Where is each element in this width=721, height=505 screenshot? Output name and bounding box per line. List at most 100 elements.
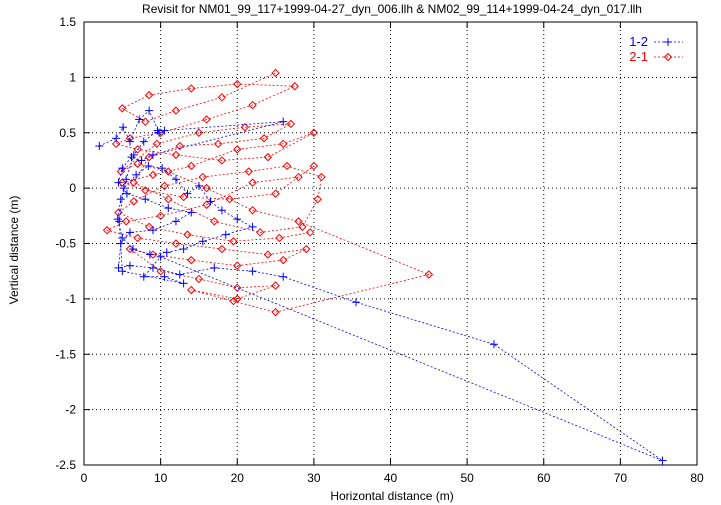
data-point (233, 79, 242, 89)
data-point (156, 266, 165, 276)
data-point (121, 217, 131, 226)
data-point (125, 244, 135, 254)
grid-lines (84, 22, 697, 465)
data-point (179, 279, 188, 288)
data-point (137, 156, 146, 165)
x-tick-label: 60 (537, 471, 551, 485)
data-point (122, 175, 131, 184)
data-point (309, 128, 319, 137)
data-point (221, 230, 230, 239)
data-point (118, 267, 127, 276)
data-point (141, 186, 150, 195)
data-point (290, 82, 299, 91)
data-point (144, 90, 154, 100)
data-point (424, 270, 434, 279)
x-tick-label: 30 (307, 471, 321, 485)
data-point (119, 123, 128, 132)
x-axis-title: Horizontal distance (m) (330, 489, 453, 503)
data-point (141, 117, 150, 126)
data-point (127, 153, 136, 162)
data-point (217, 93, 227, 102)
data-point (114, 263, 123, 272)
data-point (148, 150, 157, 159)
data-point (202, 200, 211, 209)
data-point (233, 294, 242, 304)
data-point (248, 178, 257, 187)
y-tick-label: -2 (65, 403, 76, 417)
data-point (286, 119, 296, 129)
x-tick-label: 10 (154, 471, 168, 485)
data-point (160, 181, 169, 191)
data-point (125, 261, 134, 270)
data-point (305, 228, 315, 237)
data-point (129, 178, 139, 187)
data-point (145, 250, 154, 259)
data-point (240, 123, 250, 132)
data-point (113, 215, 122, 224)
data-point (141, 195, 150, 204)
data-point (125, 137, 134, 146)
data-point (148, 250, 158, 259)
data-point (202, 115, 211, 124)
data-point (206, 197, 215, 206)
legend-label: 1-2 (629, 34, 648, 49)
y-tick-label: 1.5 (59, 15, 76, 29)
y-tick-label: -2.5 (55, 458, 76, 472)
data-point (132, 170, 141, 179)
data-point (171, 239, 181, 248)
y-tick-label: 0 (69, 181, 76, 195)
y-tick-label: 0.5 (59, 126, 76, 140)
y-tick-label: -1 (65, 292, 76, 306)
data-point (164, 194, 173, 204)
data-point (248, 100, 257, 110)
data-point (279, 272, 288, 281)
data-point (129, 150, 138, 159)
data-point (282, 161, 292, 171)
data-point (160, 272, 169, 281)
data-point (248, 206, 257, 215)
data-point (217, 156, 227, 165)
data-point (111, 139, 121, 149)
data-point (279, 139, 288, 149)
data-point (294, 172, 303, 182)
data-point (171, 106, 181, 115)
data-point (202, 183, 211, 193)
data-point (244, 167, 253, 176)
legend-label: 2-1 (629, 49, 648, 64)
data-point (263, 152, 273, 162)
y-axis-title: Vertical distance (m) (7, 196, 21, 305)
data-point (213, 139, 223, 149)
data-point (217, 244, 227, 254)
data-point (95, 142, 104, 151)
data-point (133, 233, 142, 243)
data-point (183, 189, 192, 198)
series-1-2 (95, 106, 667, 465)
data-point (162, 248, 171, 257)
data-point (183, 230, 192, 239)
data-point (198, 237, 207, 246)
data-point (114, 208, 123, 217)
x-tick-label: 40 (384, 471, 398, 485)
data-point (114, 178, 123, 187)
data-point (125, 228, 134, 237)
data-point (116, 195, 125, 204)
x-tick-label: 20 (231, 471, 245, 485)
data-point (263, 250, 273, 259)
data-point (271, 189, 280, 198)
data-point (115, 217, 124, 226)
data-point (171, 217, 180, 226)
data-point (194, 128, 204, 137)
data-point (119, 184, 128, 193)
legend: 1-22-1 (629, 34, 683, 64)
data-point (225, 194, 234, 204)
data-point (164, 167, 173, 176)
data-point (112, 134, 121, 143)
data-point (179, 245, 188, 254)
data-point (194, 274, 204, 284)
data-point (233, 215, 242, 224)
data-point (229, 237, 238, 246)
data-point (217, 206, 226, 215)
data-point (248, 267, 257, 276)
data-point (275, 233, 284, 243)
